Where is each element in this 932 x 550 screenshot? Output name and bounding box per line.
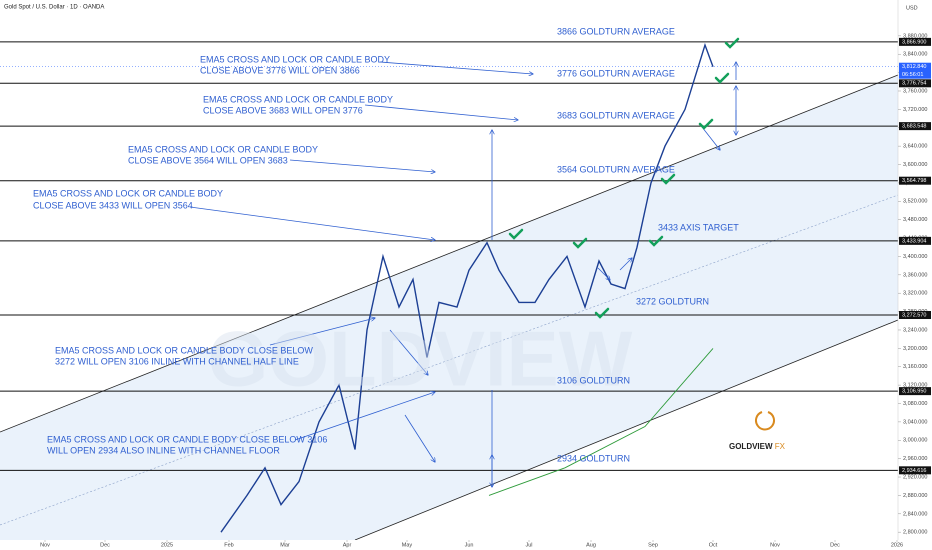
logo-mark — [755, 411, 775, 431]
annotation: EMA5 CROSS AND LOCK OR CANDLE BODY CLOSE… — [55, 345, 313, 355]
y-tick-label: 3,600.000 — [903, 162, 927, 168]
x-tick-label: May — [402, 542, 413, 548]
logo-suffix: FX — [775, 442, 786, 451]
y-tick-label: 3,720.000 — [903, 107, 927, 113]
time-axis — [0, 540, 932, 550]
annotation: CLOSE ABOVE 3433 WILL OPEN 3564 — [33, 200, 193, 210]
x-tick-label: Jun — [465, 542, 474, 548]
y-tick-label: 3,840.000 — [903, 52, 927, 58]
channel-bottom — [354, 319, 899, 541]
last-price-box — [899, 62, 931, 79]
annotation: EMA5 CROSS AND LOCK OR CANDLE BODY — [128, 144, 318, 154]
x-tick-label: Dec — [830, 542, 840, 548]
channel-top — [0, 74, 899, 433]
checkmarks — [508, 37, 740, 319]
plot — [0, 41, 898, 533]
annotation: 3564 GOLDTURN AVERAGE — [557, 164, 675, 174]
level-box — [899, 466, 931, 475]
level-label: 3,272.570 — [902, 312, 926, 318]
y-tick-label: 3,400.000 — [903, 254, 927, 260]
annotation: 3866 GOLDTURN AVERAGE — [557, 26, 675, 36]
price-line — [488, 348, 714, 496]
y-tick-label: 3,080.000 — [903, 401, 927, 407]
level-box — [899, 236, 931, 245]
countdown: 06:56:01 — [902, 72, 923, 78]
watermark: GOLDVIEW — [208, 315, 633, 403]
annotation: EMA5 CROSS AND LOCK OR CANDLE BODY CLOSE… — [47, 434, 327, 444]
channel-fill — [0, 75, 898, 540]
level-label: 3,866.900 — [902, 39, 926, 45]
y-tick-label: 3,240.000 — [903, 327, 927, 333]
annotation: CLOSE ABOVE 3683 WILL OPEN 3776 — [203, 105, 363, 115]
x-tick-label: Apr — [343, 542, 352, 548]
x-tick-label: 2025 — [161, 542, 173, 548]
logo-name: GOLDVIEW FX — [729, 442, 786, 451]
arrows — [189, 62, 736, 487]
annotation: 2934 GOLDTURN — [557, 453, 630, 463]
annotation: 3106 GOLDTURN — [557, 375, 630, 385]
annotation: 3272 WILL OPEN 3106 INLINE WITH CHANNEL … — [55, 356, 299, 366]
y-tick-label: 2,960.000 — [903, 456, 927, 462]
x-tick-label: Aug — [586, 542, 596, 548]
y-tick-label: 3,160.000 — [903, 364, 927, 370]
last-price-label: 3,812.840 — [902, 64, 926, 70]
level-label: 2,934.616 — [902, 468, 926, 474]
annotations: 3866 GOLDTURN AVERAGE 3776 GOLDTURN AVER… — [33, 26, 739, 463]
y-tick-label: 2,800.000 — [903, 530, 927, 536]
y-tick-label: 2,920.000 — [903, 474, 927, 480]
x-tick-label: Oct — [709, 542, 718, 548]
y-tick-label: 3,040.000 — [903, 419, 927, 425]
level-label: 3,433.904 — [902, 238, 926, 244]
annotation: EMA5 CROSS AND LOCK OR CANDLE BODY — [33, 188, 223, 198]
x-tick-label: Jul — [525, 542, 532, 548]
x-tick-label: 2026 — [891, 542, 903, 548]
level-box — [899, 311, 931, 320]
level-label: 3,776.754 — [902, 81, 926, 87]
y-tick-label: 3,360.000 — [903, 272, 927, 278]
x-tick-label: Nov — [40, 542, 50, 548]
level-label: 3,683.548 — [902, 124, 926, 130]
x-tick-label: Nov — [770, 542, 780, 548]
x-tick-label: Dec — [100, 542, 110, 548]
annotation: 3433 AXIS TARGET — [658, 222, 739, 232]
annotation: 3683 GOLDTURN AVERAGE — [557, 110, 675, 120]
y-tick-label: 3,200.000 — [903, 346, 927, 352]
y-tick-label: 3,120.000 — [903, 383, 927, 389]
y-tick-label: 3,480.000 — [903, 217, 927, 223]
annotation: CLOSE ABOVE 3564 WILL OPEN 3683 — [128, 155, 288, 165]
y-tick-label: 3,760.000 — [903, 88, 927, 94]
level-label: 3,564.798 — [902, 178, 926, 184]
annotation: WILL OPEN 2934 ALSO INLINE WITH CHANNEL … — [47, 445, 280, 455]
y-tick-label: 2,880.000 — [903, 493, 927, 499]
currency: USD — [906, 5, 918, 11]
price-axis — [898, 0, 932, 550]
level-box — [899, 176, 931, 185]
y-tick-label: 3,640.000 — [903, 144, 927, 150]
x-tick-label: Feb — [224, 542, 233, 548]
level-box — [899, 387, 931, 396]
price-line — [220, 42, 714, 533]
y-tick-label: 2,840.000 — [903, 511, 927, 517]
x-tick-label: Mar — [280, 542, 290, 548]
x-tick-label: Sep — [648, 542, 658, 548]
y-tick-label: 3,000.000 — [903, 438, 927, 444]
level-box — [899, 37, 931, 46]
logo-name: GOLDVIEW — [729, 442, 773, 451]
level-label: 3,106.950 — [902, 389, 926, 395]
axes: 2,800.000 2,840.000 2,880.000 2,920.000 2,96… — [40, 33, 931, 548]
y-tick-label: 3,320.000 — [903, 291, 927, 297]
chart-title: Gold Spot / U.S. Dollar · 1D · OANDA — [4, 5, 104, 11]
annotation: EMA5 CROSS AND LOCK OR CANDLE BODY — [203, 94, 393, 104]
y-tick-label: 3,880.000 — [903, 33, 927, 39]
annotation: 3776 GOLDTURN AVERAGE — [557, 68, 675, 78]
level-box — [899, 122, 931, 131]
annotation: CLOSE ABOVE 3776 WILL OPEN 3866 — [200, 65, 360, 75]
annotation: 3272 GOLDTURN — [636, 296, 709, 306]
y-tick-label: 3,520.000 — [903, 199, 927, 205]
level-box — [899, 79, 931, 88]
channel-mid — [0, 194, 899, 526]
annotation: EMA5 CROSS AND LOCK OR CANDLE BODY — [200, 54, 390, 64]
